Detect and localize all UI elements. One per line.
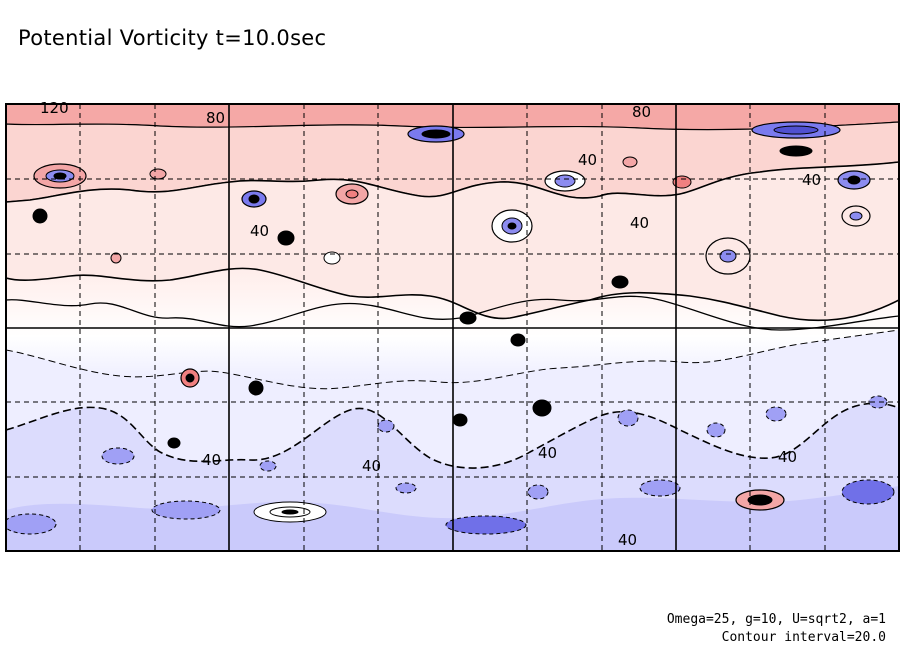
- grid: [6, 104, 899, 551]
- vortices-positive: [32, 121, 871, 523]
- major-grid: [6, 104, 899, 551]
- contour-label: 40: [362, 457, 381, 475]
- contour-label: 40: [778, 448, 797, 466]
- zero-contour: [6, 295, 899, 331]
- footer-params: Omega=25, g=10, U=sqrt2, a=1: [666, 612, 886, 627]
- contour-label: 40: [250, 222, 269, 240]
- contour-label: 40: [630, 214, 649, 232]
- plot-frame: [5, 103, 900, 552]
- chart-title: Potential Vorticity t=10.0sec: [18, 26, 327, 50]
- vortices-negative: [6, 395, 895, 535]
- contour-label: 40: [202, 451, 221, 469]
- contour-label: 40: [618, 531, 637, 549]
- contour-label: 120: [40, 99, 69, 117]
- contour-label: 40: [578, 151, 597, 169]
- contour-label: 80: [206, 109, 225, 127]
- contour-label: 80: [632, 103, 651, 121]
- footer-contour-interval: Contour interval=20.0: [721, 630, 886, 645]
- contour-label: 40: [802, 171, 821, 189]
- contour-label: 40: [538, 444, 557, 462]
